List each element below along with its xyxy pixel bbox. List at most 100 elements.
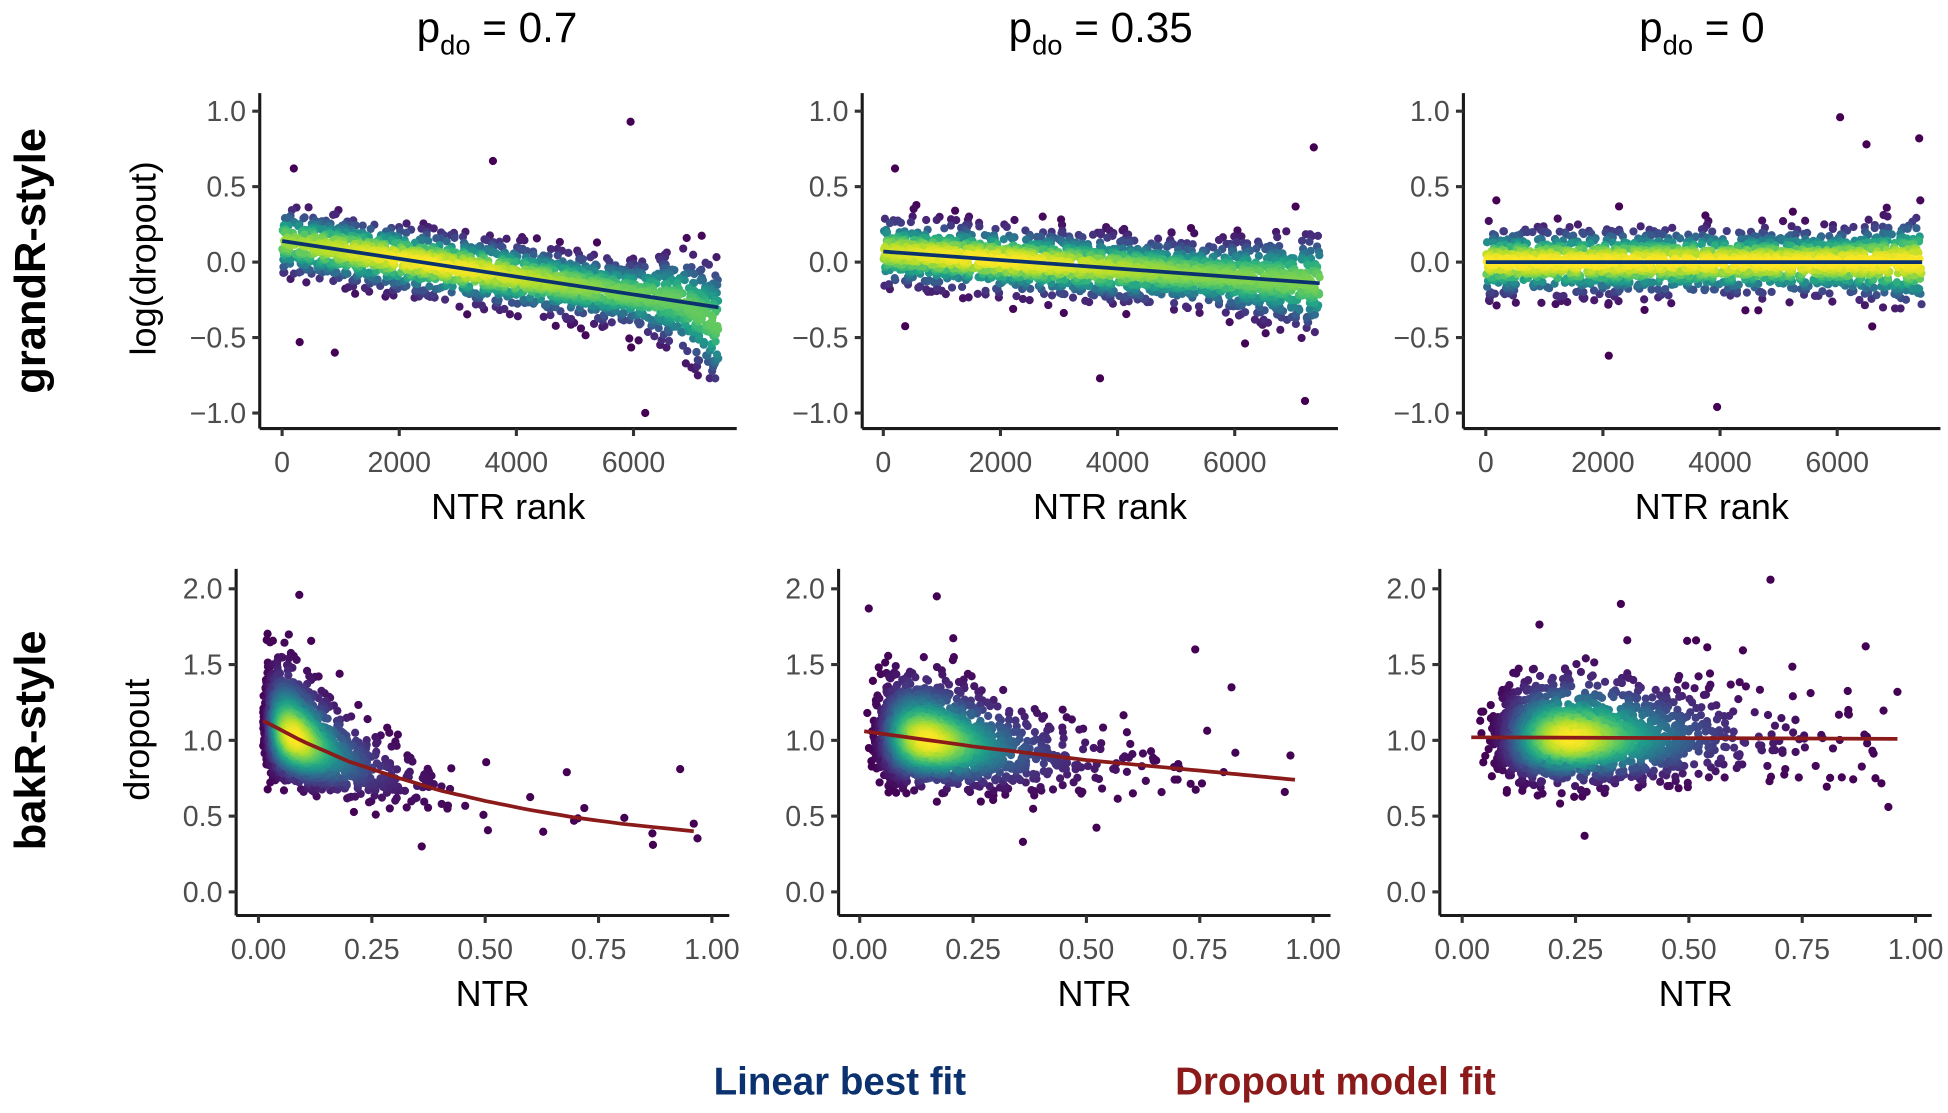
scatter-point [1892, 278, 1902, 287]
scatter-point-outlier [1862, 140, 1871, 149]
scatter-point [896, 218, 906, 227]
y-tick-label: 1.0 [206, 96, 246, 128]
scatter-point [302, 278, 311, 287]
scatter-point [442, 237, 451, 246]
scatter-point-outlier [641, 408, 650, 418]
scatter-point [1259, 315, 1268, 324]
scatter-point-outlier [1300, 396, 1310, 406]
scatter-point [973, 289, 982, 299]
scatter-point [1226, 298, 1235, 307]
scatter-point [922, 215, 931, 225]
scatter-point-outlier [1713, 402, 1722, 412]
scatter-point [581, 331, 590, 340]
scatter-point [1081, 296, 1090, 305]
scatter-point [564, 248, 573, 258]
scatter-point [901, 322, 910, 331]
y-tick-label: 0.5 [809, 172, 849, 204]
scatter-point [519, 295, 528, 304]
scatter-point [529, 250, 538, 259]
row-label-grandr: grandR-style [7, 128, 55, 394]
scatter-point [1162, 242, 1172, 251]
scatter-point [1828, 297, 1837, 306]
scatter-point-outlier [289, 164, 298, 173]
scatter-point [940, 224, 949, 233]
scatter-point [890, 274, 899, 283]
scatter-point [643, 327, 653, 337]
scatter-point [1640, 305, 1649, 315]
column-title-1: pdo = 0.7 [417, 4, 578, 60]
scatter-point [532, 234, 541, 243]
scatter-point-outlier [295, 337, 304, 347]
scatter-point [1499, 227, 1509, 236]
scatter-point [932, 215, 941, 225]
scatter-point [366, 224, 375, 234]
scatter-point [1310, 328, 1319, 337]
scatter-point [673, 322, 682, 331]
scatter-point [1523, 227, 1532, 237]
scatter-point [654, 324, 663, 333]
scatter-point [712, 253, 721, 262]
scatter-point [1181, 302, 1191, 311]
scatter-point [1543, 228, 1552, 238]
scatter-point [1604, 298, 1613, 308]
scatter-point [592, 238, 602, 247]
scatter-point-outlier [890, 164, 900, 173]
scatter-point [299, 214, 308, 223]
scatter-point [1758, 216, 1767, 225]
scatter-point [429, 224, 438, 233]
scatter-point [1742, 288, 1751, 297]
scatter-point [1579, 229, 1588, 239]
scatter-point-outlier [330, 348, 339, 357]
scatter-point [542, 300, 552, 309]
scatter-point [351, 289, 360, 298]
scatter-point [525, 293, 535, 302]
scatter-point [1059, 308, 1068, 318]
x-tick-label: 2000 [367, 447, 431, 479]
scatter-point [440, 295, 450, 304]
scatter-point [696, 276, 705, 285]
scatter-point [553, 251, 562, 260]
scatter-point-outlier [1836, 113, 1845, 122]
scatter-point [471, 300, 480, 309]
scatter-point [662, 343, 671, 352]
scatter-point [432, 234, 441, 243]
scatter-point [539, 312, 548, 321]
scatter-point [1820, 220, 1829, 229]
scatter-point [1315, 273, 1324, 282]
scatter-point [546, 244, 556, 254]
scatter-point [1047, 291, 1057, 300]
scatter-point [1007, 234, 1016, 243]
scatter-point [1883, 212, 1892, 221]
scatter-point [1614, 202, 1624, 211]
scatter-point [450, 233, 459, 242]
scatter-point [555, 237, 564, 247]
scatter-point [1088, 230, 1098, 239]
scatter-point [520, 247, 530, 256]
column-titles: pdo = 0.7 pdo = 0.35 pdo = 0 [417, 4, 1765, 60]
scatter-point [516, 236, 525, 245]
scatter-point [1636, 222, 1645, 231]
scatter-point [697, 231, 706, 240]
scatter-point [1653, 285, 1663, 294]
scatter-point [640, 262, 649, 271]
x-tick-label: 6000 [602, 447, 666, 479]
scatter-point [402, 228, 411, 237]
scatter-point [1484, 216, 1493, 226]
scatter-point [1167, 228, 1176, 237]
x-tick-label: 6000 [1203, 447, 1267, 479]
scatter-point [981, 286, 990, 295]
y-tick-label: 0.0 [809, 247, 849, 279]
scatter-point-outlier [1095, 374, 1105, 383]
scatter-point [1044, 300, 1053, 310]
y-tick-label: 0.5 [206, 172, 246, 204]
scatter-point [1170, 298, 1179, 308]
scatter-point [1261, 329, 1270, 338]
scatter-point-outlier [626, 117, 635, 126]
scatter-point [561, 312, 570, 321]
scatter-point [619, 308, 628, 318]
scatter-point [1282, 227, 1291, 236]
scatter-point [695, 356, 704, 365]
